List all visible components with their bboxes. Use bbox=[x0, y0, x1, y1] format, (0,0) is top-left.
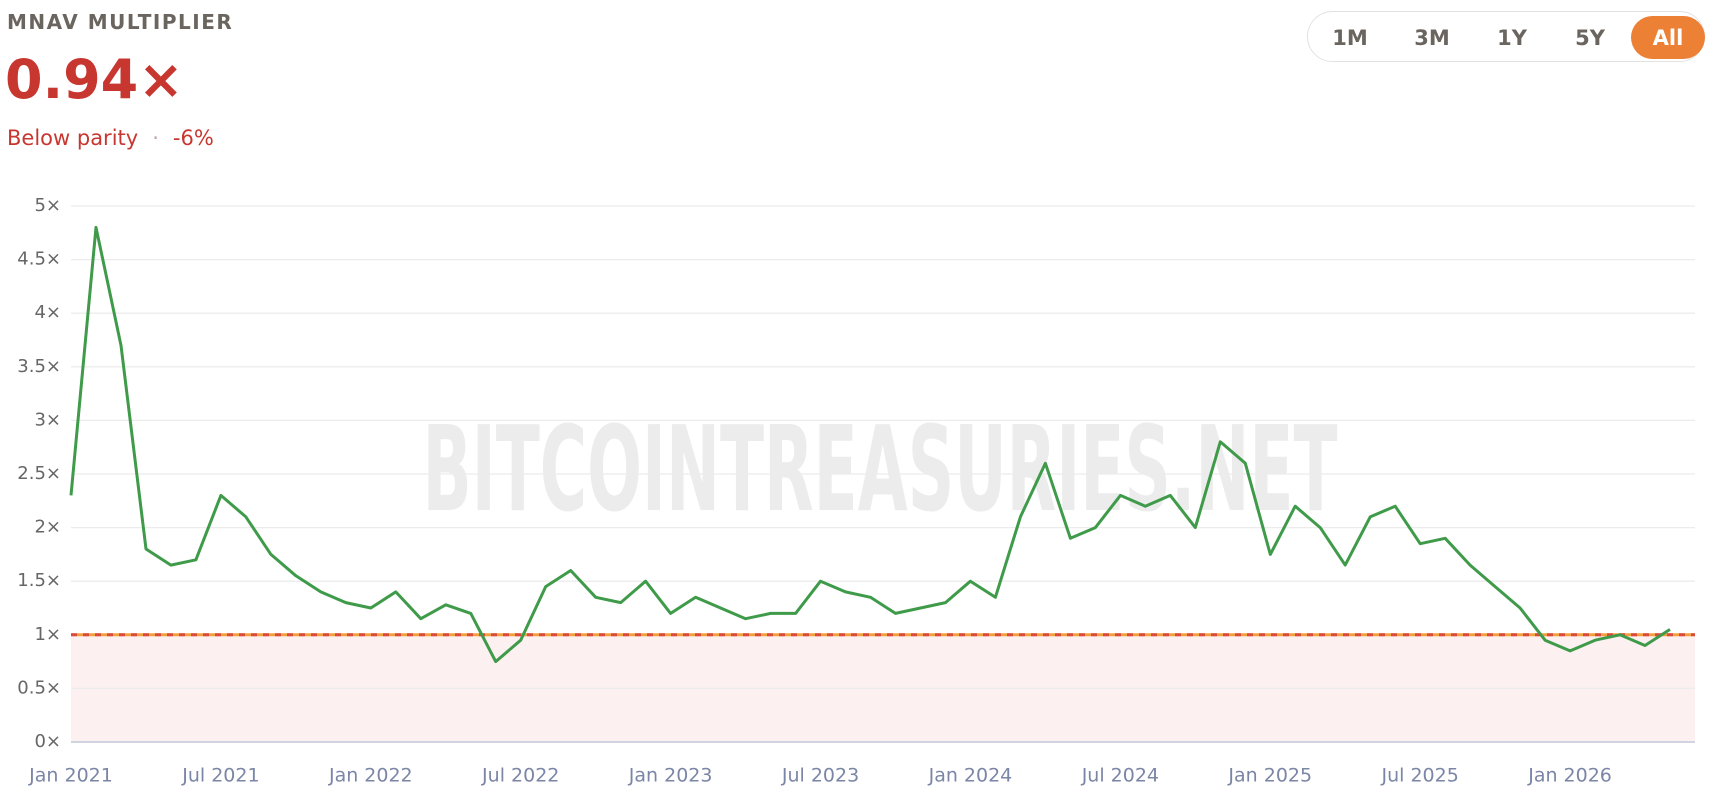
separator: · bbox=[152, 126, 159, 150]
x-tick-label: Jul 2023 bbox=[781, 765, 859, 787]
metric-value: 0.94× bbox=[5, 48, 184, 111]
y-tick-label: 0.5× bbox=[17, 677, 61, 698]
y-tick-label: 1× bbox=[34, 624, 61, 645]
x-tick-label: Jan 2022 bbox=[328, 765, 413, 787]
y-tick-label: 2.5× bbox=[17, 463, 61, 484]
x-tick-label: Jul 2021 bbox=[181, 765, 259, 787]
x-tick-label: Jan 2023 bbox=[628, 765, 713, 787]
change-text: -6% bbox=[172, 126, 214, 150]
status-text: Below parity bbox=[7, 126, 139, 150]
range-button[interactable]: All bbox=[1631, 16, 1705, 59]
y-tick-label: 3× bbox=[34, 409, 61, 430]
y-tick-label: 3.5× bbox=[17, 356, 61, 377]
y-tick-label: 0× bbox=[34, 731, 61, 752]
x-tick-label: Jan 2021 bbox=[28, 765, 113, 787]
y-tick-label: 5× bbox=[34, 195, 61, 216]
x-tick-label: Jul 2024 bbox=[1081, 765, 1159, 787]
x-tick-label: Jul 2022 bbox=[481, 765, 559, 787]
range-button[interactable]: 1Y bbox=[1497, 25, 1527, 50]
x-tick-label: Jan 2026 bbox=[1527, 765, 1612, 787]
metric-title: MNAV MULTIPLIER bbox=[7, 10, 234, 34]
range-selector: 1M 3M 1Y 5Y All bbox=[1307, 11, 1705, 62]
x-tick-label: Jan 2024 bbox=[928, 765, 1013, 787]
x-tick-label: Jul 2025 bbox=[1381, 765, 1459, 787]
y-tick-label: 4.5× bbox=[17, 249, 61, 270]
y-tick-label: 2× bbox=[34, 517, 61, 538]
x-tick-label: Jan 2025 bbox=[1227, 765, 1312, 787]
y-tick-label: 1.5× bbox=[17, 570, 61, 591]
mnav-line bbox=[69, 225, 1671, 664]
range-button[interactable]: 5Y bbox=[1575, 25, 1605, 50]
range-button[interactable]: 3M bbox=[1414, 25, 1450, 50]
range-button[interactable]: 1M bbox=[1332, 25, 1368, 50]
metric-status: Below parity · -6% bbox=[7, 126, 228, 150]
y-tick-label: 4× bbox=[34, 302, 61, 323]
